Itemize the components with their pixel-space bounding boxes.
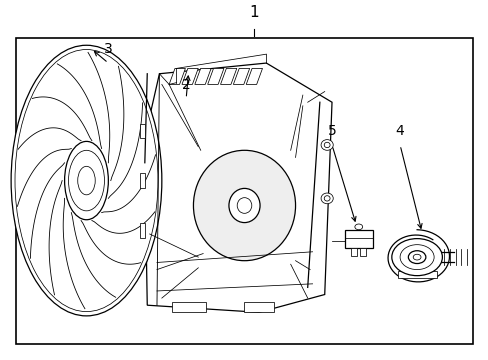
Ellipse shape <box>324 196 329 201</box>
Ellipse shape <box>78 166 95 195</box>
Polygon shape <box>246 68 262 85</box>
Circle shape <box>399 245 433 270</box>
Circle shape <box>391 239 442 276</box>
Text: 5: 5 <box>327 124 336 138</box>
Polygon shape <box>194 68 211 85</box>
Polygon shape <box>244 302 273 312</box>
Circle shape <box>354 224 362 230</box>
Ellipse shape <box>321 193 332 204</box>
Bar <box>345 230 372 248</box>
Bar <box>350 248 357 256</box>
Polygon shape <box>233 68 249 85</box>
Polygon shape <box>140 123 144 138</box>
Ellipse shape <box>68 150 104 211</box>
Polygon shape <box>140 174 144 188</box>
Polygon shape <box>182 68 198 85</box>
Ellipse shape <box>237 198 251 213</box>
Circle shape <box>407 251 425 264</box>
Text: 1: 1 <box>249 5 259 20</box>
Polygon shape <box>220 68 236 85</box>
Ellipse shape <box>324 142 329 148</box>
Ellipse shape <box>11 45 162 316</box>
Circle shape <box>412 254 420 260</box>
Ellipse shape <box>64 141 108 220</box>
Bar <box>16 38 472 345</box>
Polygon shape <box>207 68 224 85</box>
Ellipse shape <box>193 150 295 261</box>
Text: 4: 4 <box>395 124 404 138</box>
Ellipse shape <box>321 140 332 150</box>
Polygon shape <box>397 271 436 279</box>
Text: 2: 2 <box>182 77 190 91</box>
Ellipse shape <box>228 188 260 222</box>
Bar <box>359 248 366 256</box>
Polygon shape <box>140 223 144 238</box>
Polygon shape <box>144 63 331 312</box>
Polygon shape <box>171 302 205 312</box>
Text: 3: 3 <box>104 42 113 56</box>
Polygon shape <box>169 68 185 85</box>
